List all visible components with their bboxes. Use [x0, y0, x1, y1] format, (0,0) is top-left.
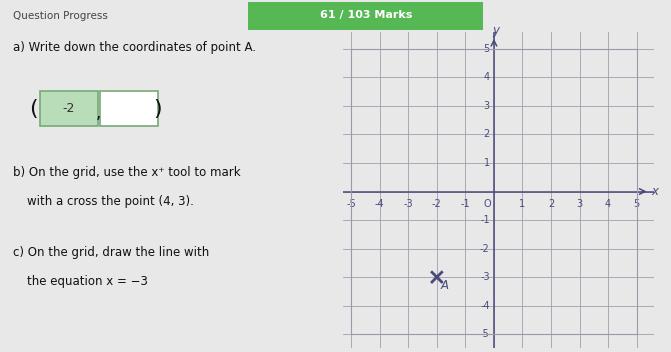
Text: -4: -4: [375, 200, 384, 209]
Text: -5: -5: [346, 200, 356, 209]
Text: 3: 3: [484, 101, 490, 111]
Text: ,: ,: [95, 104, 101, 122]
Text: -5: -5: [480, 329, 490, 339]
Text: the equation x = −3: the equation x = −3: [27, 275, 148, 288]
Text: A: A: [440, 278, 448, 291]
Text: c) On the grid, draw the line with: c) On the grid, draw the line with: [13, 246, 209, 259]
Text: -1: -1: [480, 215, 490, 225]
Text: 5: 5: [483, 44, 490, 54]
Text: 4: 4: [605, 200, 611, 209]
Text: -3: -3: [403, 200, 413, 209]
FancyBboxPatch shape: [40, 91, 98, 126]
Text: Question Progress: Question Progress: [13, 11, 108, 21]
Text: -4: -4: [480, 301, 490, 311]
Text: 2: 2: [483, 130, 490, 139]
Text: x: x: [651, 185, 658, 198]
Text: with a cross the point (4, 3).: with a cross the point (4, 3).: [27, 195, 193, 208]
Text: ): ): [154, 99, 162, 119]
Text: 1: 1: [519, 200, 525, 209]
Text: O: O: [484, 200, 491, 209]
Text: -3: -3: [480, 272, 490, 282]
Text: 3: 3: [576, 200, 582, 209]
Text: a) Write down the coordinates of point A.: a) Write down the coordinates of point A…: [13, 41, 256, 54]
FancyBboxPatch shape: [248, 2, 483, 30]
Text: y: y: [493, 24, 500, 37]
Text: -2: -2: [62, 102, 75, 115]
Text: -2: -2: [480, 244, 490, 253]
Text: 5: 5: [633, 200, 639, 209]
Text: 1: 1: [484, 158, 490, 168]
Text: b) On the grid, use the x⁺ tool to mark: b) On the grid, use the x⁺ tool to mark: [13, 166, 241, 179]
Text: -1: -1: [460, 200, 470, 209]
Text: 4: 4: [484, 73, 490, 82]
Text: 61 / 103 Marks: 61 / 103 Marks: [319, 10, 412, 20]
Text: -2: -2: [432, 200, 442, 209]
Text: 2: 2: [548, 200, 554, 209]
FancyBboxPatch shape: [99, 91, 158, 126]
Text: (: (: [29, 99, 38, 119]
